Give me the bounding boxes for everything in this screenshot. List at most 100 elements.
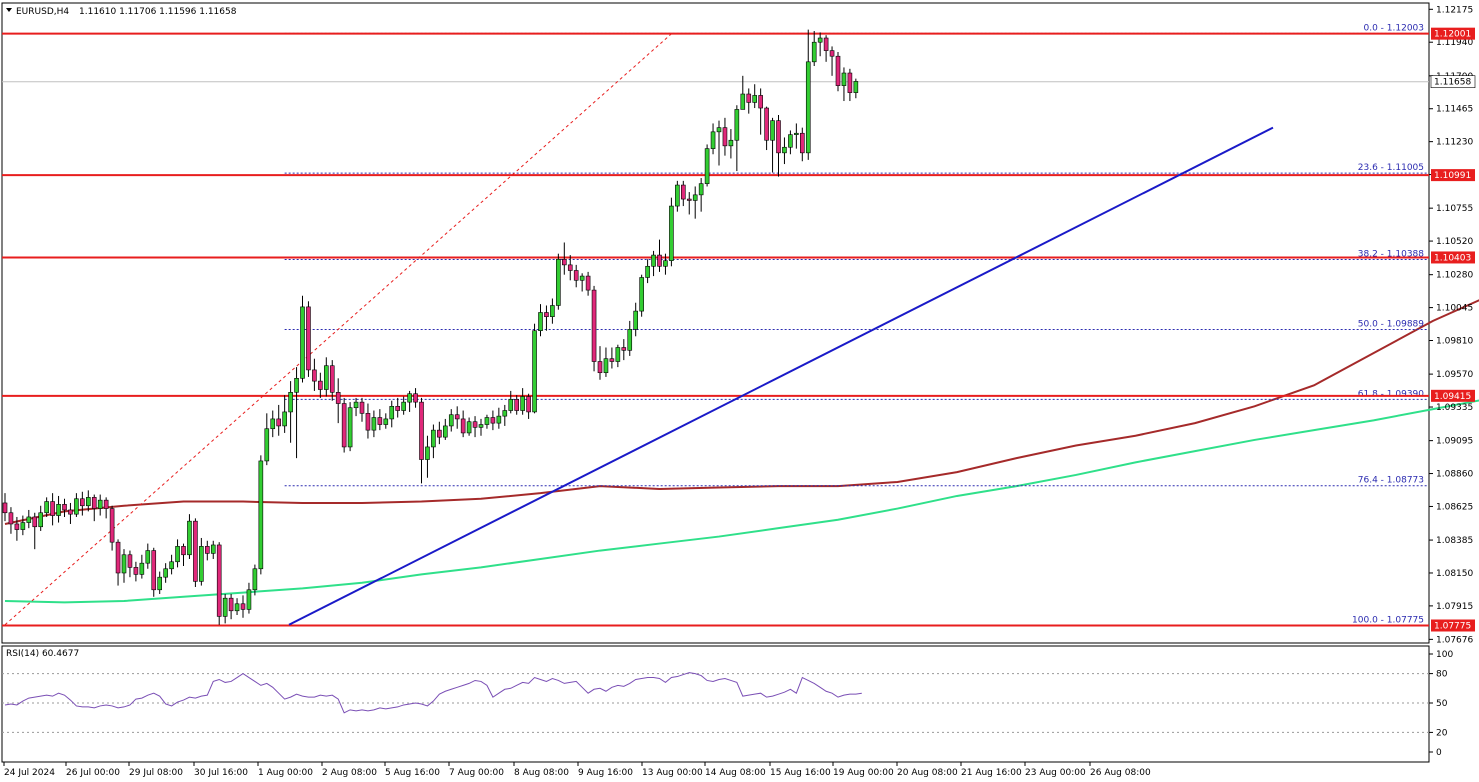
bear-candle <box>460 418 466 434</box>
bear-candle <box>329 365 335 393</box>
bear-candle <box>829 50 835 57</box>
fib-level-label: 23.6 - 1.11005 <box>1358 163 1424 173</box>
rsi-panel <box>1 645 1430 763</box>
price-tick-label: 1.09095 <box>1436 437 1473 447</box>
bear-candle <box>127 554 133 568</box>
bull-candle <box>389 406 395 420</box>
time-tick-label: 7 Aug 00:00 <box>449 768 504 778</box>
bull-candle <box>710 131 716 149</box>
level-tag-label: 1.10403 <box>1434 253 1471 263</box>
support-resistance-levels <box>2 32 1429 627</box>
time-tick-label: 26 Aug 08:00 <box>1090 768 1151 778</box>
bull-candle <box>853 81 859 93</box>
bear-candle <box>544 312 549 317</box>
bull-candle <box>347 407 353 448</box>
price-tick-label: 1.10520 <box>1436 237 1473 247</box>
bull-candle <box>442 425 448 438</box>
bull-candle <box>627 329 633 351</box>
time-tick-label: 5 Aug 16:00 <box>385 768 440 778</box>
bear-candle <box>68 509 73 515</box>
fib-level-label: 38.2 - 1.10388 <box>1358 250 1424 260</box>
bear-candle <box>680 184 686 200</box>
bull-candle <box>383 418 389 425</box>
bull-candle <box>222 597 228 617</box>
bull-candle <box>770 120 775 141</box>
bear-candle <box>799 132 805 154</box>
bull-candle <box>508 399 514 411</box>
bear-candle <box>115 541 121 574</box>
bull-candle <box>645 265 650 278</box>
bear-candle <box>228 597 234 612</box>
bear-candle <box>14 523 20 530</box>
level-tag-label: 1.12001 <box>1434 30 1471 40</box>
bear-candle <box>776 120 781 154</box>
bear-candle <box>585 275 591 291</box>
bear-candle <box>103 499 109 509</box>
bull-candle <box>175 546 180 563</box>
bull-candle <box>97 499 103 509</box>
symbol-menu-triangle-icon[interactable] <box>6 8 12 12</box>
bear-candle <box>490 417 496 424</box>
bear-candle <box>318 380 323 390</box>
blue-trendline <box>288 126 1274 626</box>
bull-candle <box>44 501 49 514</box>
level-tag-bg <box>1431 27 1475 40</box>
price-tick-label: 1.07676 <box>1436 635 1473 645</box>
bear-candle <box>526 396 531 413</box>
rsi-tick-label: 50 <box>1436 699 1448 709</box>
bear-candle <box>561 258 567 266</box>
rsi-line <box>4 672 862 714</box>
bear-candle <box>335 392 341 404</box>
bull-candle <box>538 312 543 332</box>
bear-candle <box>835 55 841 86</box>
bull-candle <box>371 417 377 431</box>
time-tick-label: 21 Aug 16:00 <box>961 768 1022 778</box>
bull-candle <box>734 109 740 141</box>
time-tick-label: 15 Aug 16:00 <box>770 768 831 778</box>
rsi-tick-label: 0 <box>1436 748 1442 758</box>
fib-anchor-line <box>4 33 672 626</box>
bull-candle <box>74 498 79 515</box>
fib-level-label: 0.0 - 1.12003 <box>1364 23 1425 33</box>
bear-candle <box>205 546 210 554</box>
bull-candle <box>651 254 656 267</box>
bear-candle <box>359 401 365 414</box>
time-tick-label: 19 Aug 00:00 <box>833 768 894 778</box>
bull-candle <box>752 95 758 103</box>
bear-candle <box>609 358 615 362</box>
bear-candle <box>276 418 282 427</box>
bull-candle <box>603 358 609 374</box>
bear-candle <box>377 417 383 425</box>
level-tag-label: 1.10991 <box>1434 171 1471 181</box>
bear-candle <box>312 369 317 382</box>
level-price-tags: 1.12001 1.10991 1.10403 1.09415 1.07775 1.116… <box>1430 27 1476 632</box>
fibonacci-levels: 0.0 - 1.12003 23.6 - 1.11005 38.2 - 1.1038… <box>284 23 1427 626</box>
bull-candle <box>740 93 746 110</box>
bear-candle <box>514 399 520 411</box>
bear-candle <box>395 406 401 411</box>
rsi-tick-label: 80 <box>1436 670 1448 680</box>
current-price-tag-label: 1.11658 <box>1434 78 1471 88</box>
bull-candle <box>615 347 621 362</box>
bear-candle <box>50 501 55 516</box>
bear-candle <box>597 361 603 374</box>
bull-candle <box>56 504 61 516</box>
rsi-label: RSI(14) 60.4677 <box>6 649 79 659</box>
price-tick-label: 1.09335 <box>1436 403 1473 413</box>
bear-candle <box>8 512 14 525</box>
price-tick-label: 1.09810 <box>1436 337 1473 347</box>
bull-candle <box>811 41 817 63</box>
time-tick-label: 29 Jul 08:00 <box>129 768 183 778</box>
bull-candle <box>163 568 168 578</box>
bull-candle <box>353 401 359 409</box>
bull-candle <box>639 277 644 312</box>
bull-candle <box>556 258 561 306</box>
bear-candle <box>151 550 157 591</box>
bull-candle <box>210 544 216 554</box>
bull-candle <box>294 378 299 393</box>
rsi-tick-label: 20 <box>1436 728 1448 738</box>
bull-candle <box>258 460 264 570</box>
bull-candle <box>145 550 151 564</box>
price-tick-label: 1.07915 <box>1436 602 1473 612</box>
bull-candle <box>401 401 406 411</box>
